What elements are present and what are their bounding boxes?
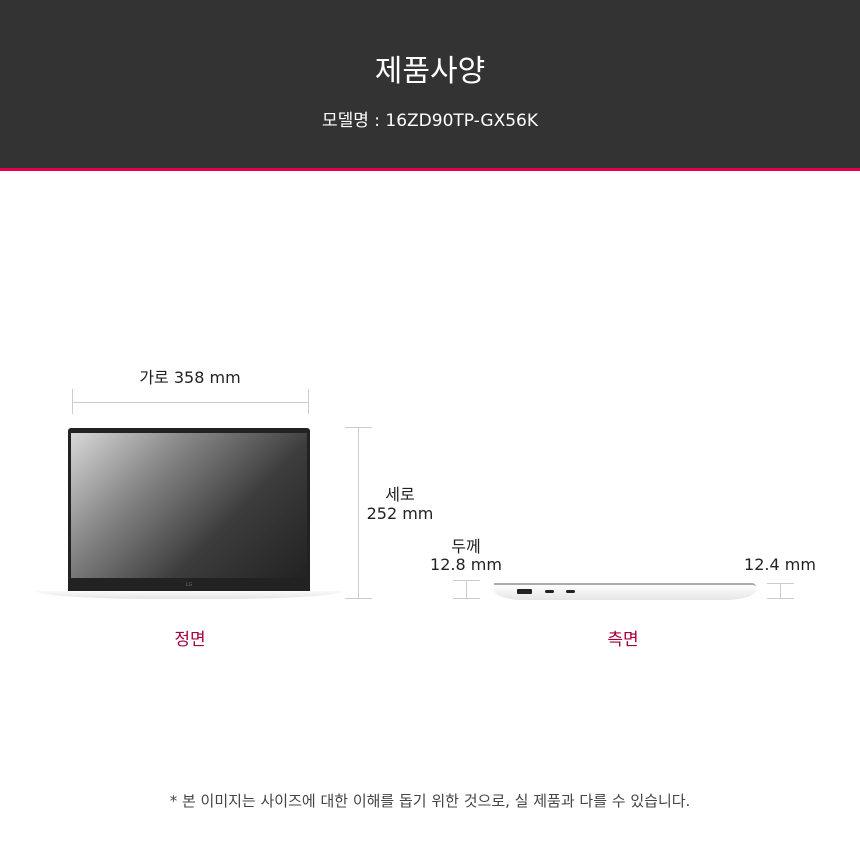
front-caption: 정면 — [174, 630, 206, 650]
usb-c-port-icon — [545, 590, 554, 593]
laptop-front-image: LG — [68, 428, 310, 591]
footnote: * 본 이미지는 사이즈에 대한 이해를 돕기 위한 것으로, 실 제품과 다를… — [169, 792, 691, 810]
thin-line — [780, 583, 781, 598]
height-label-value: 252 mm — [366, 504, 434, 523]
page-title: 제품사양 — [374, 54, 486, 89]
height-label-title: 세로 — [385, 485, 415, 504]
width-tick-left — [72, 389, 73, 414]
thick-line — [466, 580, 467, 598]
width-label: 가로 358 mm — [139, 368, 241, 387]
header: 제품사양 모델명 : 16ZD90TP-GX56K — [0, 0, 860, 171]
thin-tick-bottom — [767, 598, 794, 599]
width-dimension-line — [72, 402, 309, 403]
usb-c-port-icon — [566, 590, 575, 593]
laptop-side-image — [494, 583, 756, 600]
width-tick-right — [308, 389, 309, 414]
height-dimension-line — [358, 427, 359, 599]
laptop-base — [36, 591, 342, 599]
hdmi-port-icon — [517, 589, 532, 594]
thick-tick-bottom — [453, 598, 480, 599]
height-tick-bottom — [345, 598, 372, 599]
thickness-label-value: 12.8 mm — [430, 555, 502, 574]
model-name: 모델명 : 16ZD90TP-GX56K — [321, 111, 539, 131]
thickness-label-title: 두께 — [451, 537, 481, 556]
side-caption: 측면 — [607, 630, 639, 650]
height-tick-top — [345, 427, 372, 428]
lg-logo: LG — [185, 582, 193, 588]
thin-edge-label: 12.4 mm — [744, 555, 816, 574]
